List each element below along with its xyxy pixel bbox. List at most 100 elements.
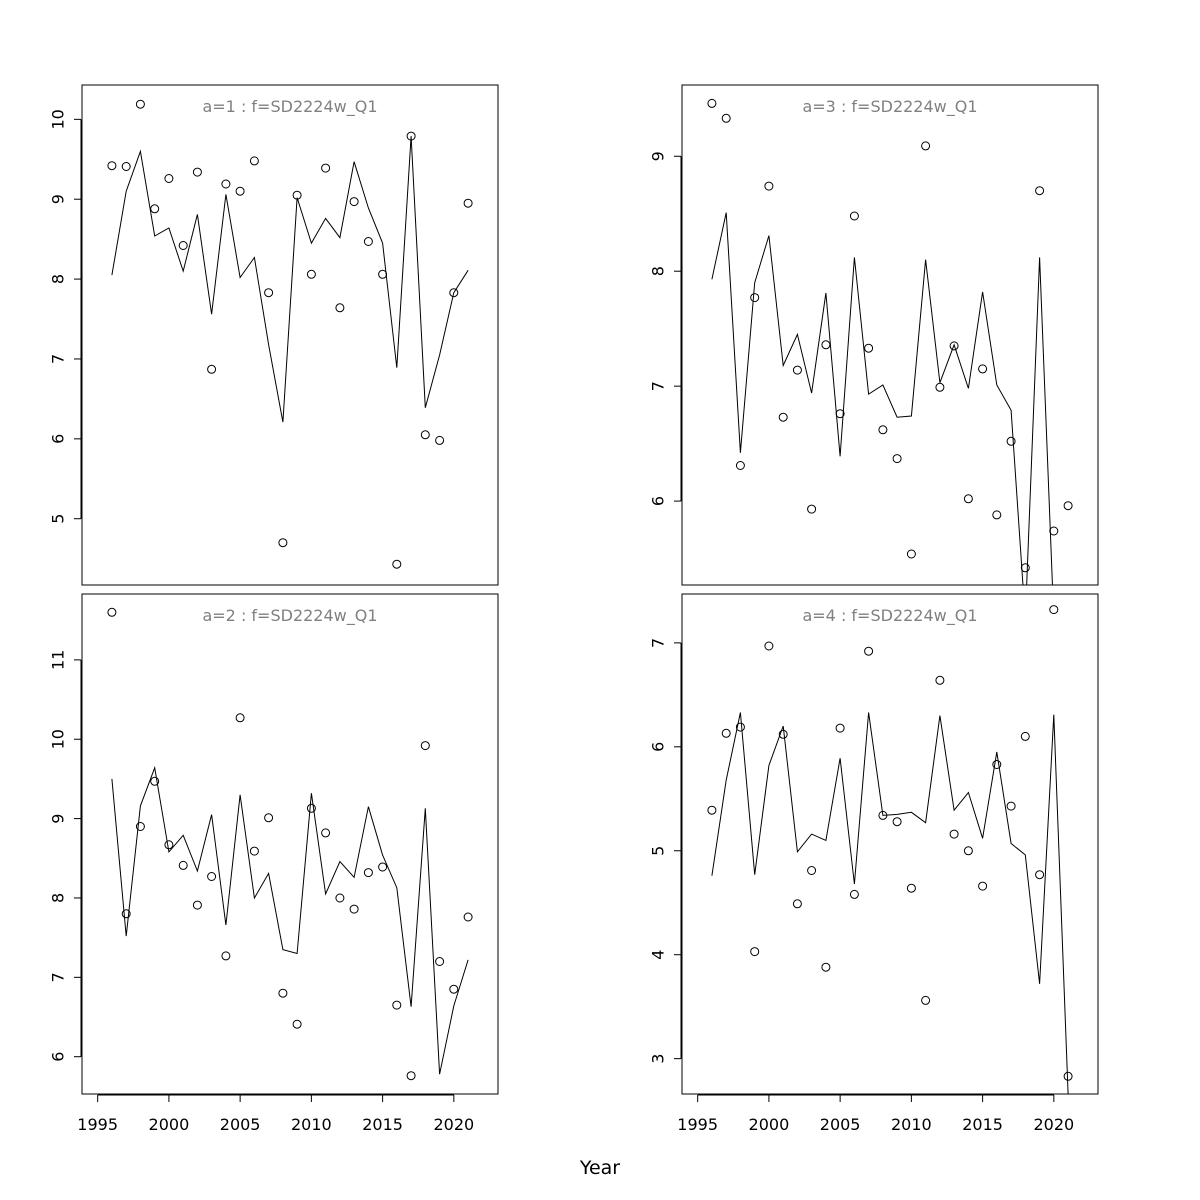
- data-point: [363, 237, 373, 246]
- y-tick-label: 9: [49, 814, 68, 824]
- data-point: [150, 776, 160, 786]
- data-point: [278, 538, 288, 548]
- data-point: [921, 995, 931, 1005]
- data-point: [207, 364, 217, 374]
- data-point: [463, 912, 473, 922]
- data-point: [1020, 731, 1030, 741]
- data-point: [192, 167, 202, 177]
- data-point: [378, 862, 388, 872]
- x-tick-label: 1995: [77, 1115, 118, 1134]
- data-point: [1049, 605, 1059, 615]
- data-point: [978, 364, 988, 374]
- data-point: [235, 713, 245, 723]
- data-point: [449, 984, 459, 994]
- data-point: [1035, 870, 1045, 880]
- data-point: [935, 382, 945, 392]
- data-point: [420, 741, 430, 751]
- plot-area: [107, 607, 473, 1081]
- data-point: [107, 607, 117, 617]
- data-point: [306, 269, 316, 279]
- y-tick-label: 6: [49, 1052, 68, 1062]
- data-point: [892, 454, 902, 464]
- x-tick-label: 2010: [291, 1115, 332, 1134]
- y-tick-label: 10: [49, 109, 68, 129]
- data-point: [207, 872, 217, 881]
- data-point: [164, 840, 174, 850]
- y-tick-label: 6: [49, 434, 68, 444]
- data-point: [135, 822, 145, 831]
- data-point: [921, 141, 931, 151]
- x-tick-label: 2015: [962, 1115, 1003, 1134]
- x-tick-label: 2010: [891, 1115, 932, 1134]
- panel-title: a=2 : f=SD2224w_Q1: [202, 606, 377, 626]
- data-point: [321, 828, 331, 838]
- data-point: [707, 805, 717, 815]
- data-point: [906, 883, 916, 893]
- data-point: [435, 957, 445, 966]
- plot-frame: [681, 593, 1099, 1095]
- data-point: [963, 494, 973, 504]
- data-point: [249, 846, 259, 856]
- plot-frame: [81, 84, 499, 586]
- plot-area: [707, 98, 1073, 585]
- panel-1: a=1 : f=SD2224w_Q1 5 6 7 8 9 10: [49, 84, 499, 586]
- data-point: [849, 211, 859, 221]
- panel-title: a=1 : f=SD2224w_Q1: [202, 97, 377, 117]
- data-point: [135, 99, 145, 109]
- data-point: [449, 288, 459, 298]
- series-line: [111, 765, 469, 1075]
- series-line: [111, 136, 469, 423]
- data-point: [735, 461, 745, 470]
- data-point: [864, 343, 874, 353]
- data-point: [949, 341, 959, 351]
- data-point: [335, 303, 345, 313]
- x-tick-label: 2015: [362, 1115, 403, 1134]
- data-point: [835, 723, 845, 733]
- data-point: [235, 186, 245, 196]
- y-tick-label: 7: [649, 381, 668, 391]
- plot-area: [707, 605, 1073, 1094]
- series-line: [711, 212, 1069, 585]
- data-point: [321, 163, 331, 173]
- x-tick-label: 2020: [433, 1115, 474, 1134]
- y-tick-label: 11: [49, 650, 68, 670]
- series-line: [711, 712, 1069, 1094]
- x-tick-label: 2005: [820, 1115, 861, 1134]
- data-point: [735, 722, 745, 732]
- data-point: [292, 1019, 302, 1029]
- data-point: [107, 161, 117, 171]
- y-tick-label: 8: [49, 893, 68, 903]
- data-point: [821, 340, 831, 350]
- data-point: [264, 813, 274, 823]
- data-point: [764, 181, 774, 191]
- data-point: [949, 829, 959, 839]
- data-point: [750, 293, 760, 303]
- data-point: [892, 817, 902, 827]
- data-point: [1035, 186, 1045, 196]
- data-point: [221, 951, 231, 961]
- data-point: [778, 412, 788, 422]
- data-point: [349, 197, 359, 207]
- data-point: [963, 846, 973, 856]
- data-point: [463, 198, 473, 208]
- data-point: [178, 860, 188, 870]
- data-point: [178, 241, 188, 250]
- data-point: [264, 288, 274, 298]
- y-tick-label: 10: [49, 729, 68, 749]
- y-tick-label: 8: [49, 274, 68, 284]
- data-point: [992, 760, 1002, 769]
- data-point: [121, 909, 131, 919]
- y-tick-label: 7: [49, 354, 68, 364]
- data-point: [1063, 501, 1073, 511]
- x-tick-label: 1995: [677, 1115, 718, 1134]
- y-tick-label: 6: [649, 742, 668, 752]
- plot-area: [107, 99, 473, 569]
- panel-3: a=2 : f=SD2224w_Q1 6 7 8 9 10 11 1995 2000 2005 20…: [49, 593, 499, 1134]
- data-point: [807, 866, 817, 875]
- y-tick-label: 5: [649, 846, 668, 856]
- y-tick-label: 9: [649, 151, 668, 161]
- data-point: [721, 113, 731, 123]
- panel-title: a=3 : f=SD2224w_Q1: [802, 97, 977, 117]
- panel-title: a=4 : f=SD2224w_Q1: [802, 606, 977, 626]
